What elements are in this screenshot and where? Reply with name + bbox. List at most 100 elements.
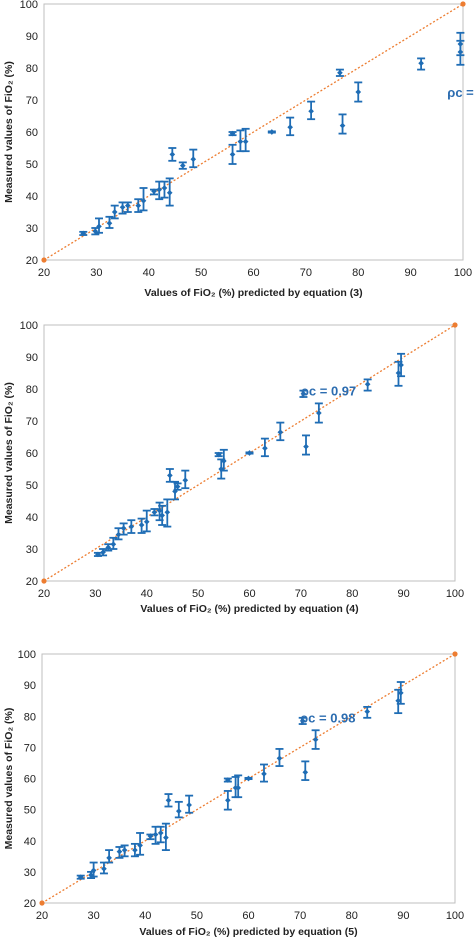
y-tick-label: 70	[24, 742, 36, 754]
x-tick-label: 70	[295, 588, 307, 600]
concordance-annotation: ρc = 0.98	[300, 710, 355, 725]
identity-line-start-marker	[41, 257, 47, 263]
data-point	[105, 849, 114, 864]
x-tick-label: 30	[90, 267, 102, 279]
x-tick-label: 100	[446, 588, 464, 600]
data-marker	[151, 188, 157, 195]
data-point	[338, 113, 347, 135]
x-tick-label: 90	[405, 267, 417, 279]
data-point	[244, 775, 253, 782]
data-point	[260, 437, 269, 458]
data-point	[134, 198, 143, 213]
x-tick-label: 90	[398, 588, 410, 600]
y-tick-label: 100	[18, 649, 36, 661]
data-marker	[135, 202, 142, 209]
data-marker	[418, 60, 424, 67]
identity-line-start-marker	[41, 578, 47, 584]
data-marker	[111, 209, 118, 215]
plot-frame	[43, 324, 456, 582]
y-tick-label: 80	[26, 63, 38, 75]
data-marker	[110, 541, 117, 548]
data-marker	[132, 847, 138, 853]
x-tick-label: 50	[195, 267, 207, 279]
data-marker	[355, 89, 362, 95]
data-point	[142, 509, 151, 533]
x-tick-label: 40	[141, 588, 153, 600]
y-tick-label: 20	[26, 576, 38, 588]
x-tick-label: 100	[446, 910, 464, 922]
data-marker	[235, 785, 242, 791]
x-tick-label: 70	[294, 910, 306, 922]
data-point	[105, 215, 114, 229]
data-marker	[156, 507, 163, 514]
y-tick-label: 90	[24, 680, 36, 692]
data-point	[245, 450, 254, 456]
y-axis-title: Measured values of FiO₂ (%)	[3, 382, 15, 524]
y-axis-title: Measured values of FiO₂ (%)	[3, 708, 15, 850]
data-marker	[262, 445, 268, 452]
y-tick-label: 100	[20, 0, 38, 11]
data-point	[223, 777, 232, 783]
data-point	[219, 448, 228, 472]
identity-line-end-marker	[460, 1, 466, 7]
x-tick-label: 60	[242, 910, 254, 922]
data-point	[94, 217, 103, 234]
x-tick-label: 100	[454, 267, 472, 279]
data-point	[314, 402, 323, 424]
data-point	[123, 201, 132, 213]
x-tick-label: 20	[38, 588, 50, 600]
data-marker	[397, 690, 404, 696]
data-point	[276, 421, 285, 442]
y-tick-label: 40	[26, 191, 38, 203]
chart-svg-3: 20 30 40 50 60 70 80 90 100 20 30 40 50 60 70 80 90 100 Va…	[3, 649, 464, 938]
data-marker	[90, 867, 97, 874]
x-tick-label: 60	[243, 588, 255, 600]
identity-line	[43, 3, 464, 261]
plot-frame	[43, 3, 464, 261]
data-point	[130, 842, 139, 858]
x-tick-label: 90	[397, 910, 409, 922]
data-marker	[364, 381, 371, 388]
data-point	[110, 204, 119, 220]
data-marker	[229, 130, 236, 137]
data-point	[267, 129, 276, 135]
data-point	[302, 434, 311, 456]
data-point	[114, 527, 123, 541]
data-point	[155, 180, 164, 201]
data-point	[136, 832, 145, 856]
data-point	[139, 187, 148, 212]
plot-frame	[41, 653, 456, 904]
y-tick-label: 90	[26, 352, 38, 364]
data-marker	[215, 451, 222, 458]
data-point	[149, 188, 158, 196]
data-marker	[152, 831, 159, 838]
x-tick-label: 50	[192, 588, 204, 600]
data-point	[165, 468, 174, 483]
data-point	[311, 729, 320, 750]
data-marker	[164, 509, 171, 516]
data-marker	[159, 512, 165, 519]
concordance-annotation: ρc = 0.95	[447, 85, 474, 100]
data-marker	[80, 230, 87, 237]
data-marker	[138, 522, 145, 528]
data-marker	[172, 488, 178, 495]
x-tick-label: 80	[346, 910, 358, 922]
y-tick-label: 50	[26, 480, 38, 492]
chart-svg-1: 20 30 40 50 60 70 80 90 100 20 30 40 50 60 70 80 90 100 Va…	[3, 0, 474, 299]
y-tick-label: 70	[26, 95, 38, 107]
data-marker	[225, 797, 231, 804]
data-point	[396, 681, 405, 705]
y-tick-label: 30	[26, 223, 38, 235]
data-marker	[121, 847, 128, 853]
data-point	[223, 790, 232, 811]
data-point	[171, 480, 180, 501]
x-tick-label: 70	[300, 267, 312, 279]
data-marker	[246, 450, 253, 456]
data-point	[228, 130, 237, 137]
data-marker	[261, 771, 267, 777]
data-point	[307, 100, 316, 121]
x-tick-label: 20	[36, 910, 48, 922]
y-tick-label: 40	[26, 512, 38, 524]
data-point	[158, 504, 167, 526]
data-point	[89, 861, 98, 878]
